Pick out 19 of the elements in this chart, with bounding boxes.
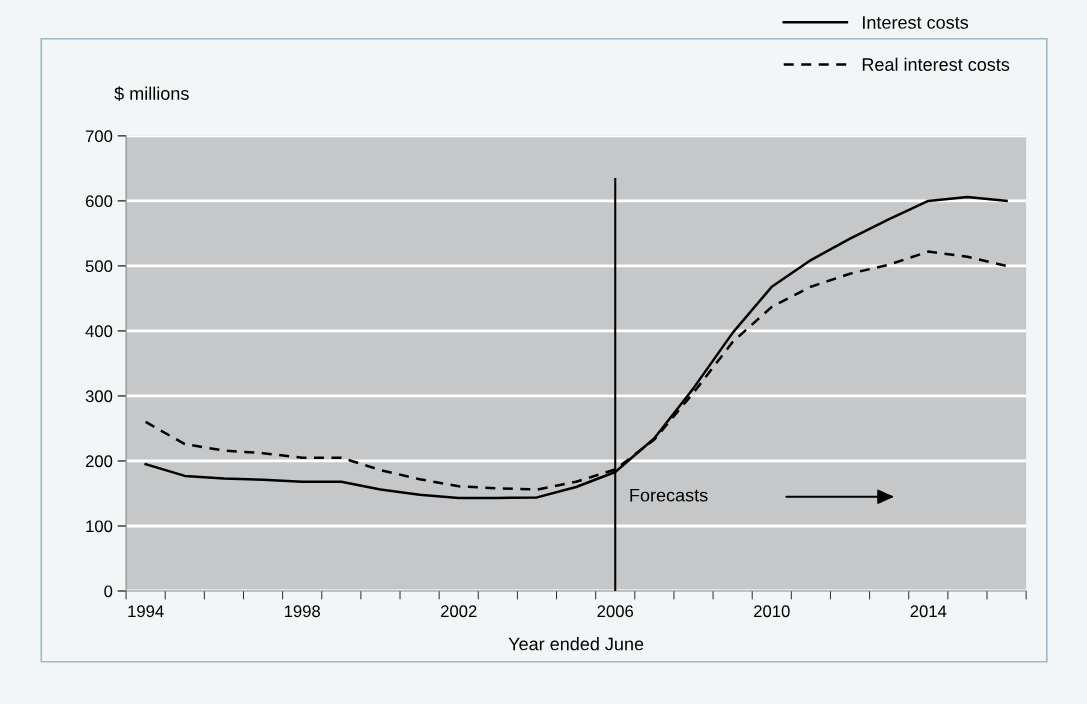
annotation: Forecasts — [630, 488, 708, 502]
x-tick-label: 1994 — [128, 605, 164, 618]
y-tick-label: 0 — [104, 585, 113, 598]
y-tick-label: 200 — [85, 455, 113, 468]
legend-label: Real interest costs — [862, 57, 1010, 71]
y-tick-label: 700 — [85, 130, 113, 143]
y-tick-label: 400 — [85, 325, 113, 338]
x-axis-title: Year ended June — [508, 637, 644, 651]
y-tick-label: 300 — [85, 390, 113, 403]
x-tick-label: 2010 — [754, 605, 790, 618]
x-tick-label: 2006 — [597, 605, 634, 618]
y-tick-label: 500 — [85, 260, 113, 273]
x-tick-label: 2002 — [441, 605, 477, 618]
x-tick-label: 2014 — [910, 605, 947, 618]
legend-label: Interest costs — [863, 16, 969, 29]
y-axis-title: $ millions — [114, 86, 189, 101]
y-tick-label: 600 — [85, 195, 113, 208]
x-tick-label: 1998 — [284, 605, 320, 618]
y-tick-label: 100 — [86, 520, 113, 533]
